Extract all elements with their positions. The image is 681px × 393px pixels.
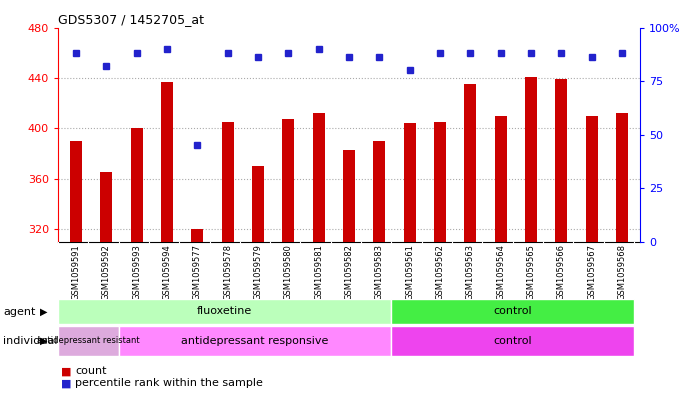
Bar — [191, 229, 204, 242]
Text: GSM1059562: GSM1059562 — [435, 244, 445, 300]
Text: GSM1059563: GSM1059563 — [466, 244, 475, 300]
Text: antidepressant resistant: antidepressant resistant — [37, 336, 140, 345]
Bar — [555, 79, 567, 242]
Text: GSM1059578: GSM1059578 — [223, 244, 232, 300]
Bar — [283, 119, 294, 242]
Bar — [434, 122, 446, 242]
Bar — [343, 150, 355, 242]
Text: ■: ■ — [61, 366, 72, 376]
Text: ▶: ▶ — [39, 307, 47, 317]
Bar — [494, 116, 507, 242]
Bar — [373, 141, 385, 242]
Text: GDS5307 / 1452705_at: GDS5307 / 1452705_at — [58, 13, 204, 26]
Bar — [70, 141, 82, 242]
Text: GSM1059567: GSM1059567 — [587, 244, 596, 300]
Text: GSM1059593: GSM1059593 — [132, 244, 141, 300]
Text: count: count — [75, 366, 106, 376]
Bar — [616, 113, 628, 242]
Bar — [118, 326, 392, 356]
Bar — [464, 84, 477, 242]
Text: GSM1059580: GSM1059580 — [284, 244, 293, 300]
Bar — [58, 326, 118, 356]
Bar — [586, 116, 598, 242]
Text: ▶: ▶ — [39, 336, 47, 346]
Text: GSM1059582: GSM1059582 — [345, 244, 353, 300]
Text: GSM1059592: GSM1059592 — [102, 244, 111, 300]
Text: GSM1059583: GSM1059583 — [375, 244, 384, 300]
Bar — [404, 123, 415, 242]
Text: fluoxetine: fluoxetine — [197, 307, 252, 316]
Bar — [392, 299, 634, 324]
Text: control: control — [494, 307, 532, 316]
Text: GSM1059568: GSM1059568 — [618, 244, 627, 300]
Text: antidepressant responsive: antidepressant responsive — [181, 336, 329, 346]
Text: individual: individual — [3, 336, 58, 346]
Bar — [252, 166, 264, 242]
Text: GSM1059579: GSM1059579 — [253, 244, 263, 300]
Bar — [221, 122, 234, 242]
Bar — [392, 326, 634, 356]
Bar — [161, 82, 173, 242]
Text: GSM1059594: GSM1059594 — [163, 244, 172, 300]
Text: GSM1059581: GSM1059581 — [314, 244, 323, 300]
Bar — [58, 299, 392, 324]
Text: GSM1059566: GSM1059566 — [557, 244, 566, 300]
Bar — [100, 173, 112, 242]
Text: ■: ■ — [61, 378, 72, 388]
Text: control: control — [494, 336, 532, 346]
Text: percentile rank within the sample: percentile rank within the sample — [75, 378, 263, 388]
Bar — [131, 128, 143, 242]
Bar — [313, 113, 325, 242]
Bar — [525, 77, 537, 242]
Text: GSM1059591: GSM1059591 — [72, 244, 80, 300]
Text: GSM1059565: GSM1059565 — [526, 244, 535, 300]
Text: GSM1059561: GSM1059561 — [405, 244, 414, 300]
Text: agent: agent — [3, 307, 36, 317]
Text: GSM1059577: GSM1059577 — [193, 244, 202, 300]
Text: GSM1059564: GSM1059564 — [496, 244, 505, 300]
